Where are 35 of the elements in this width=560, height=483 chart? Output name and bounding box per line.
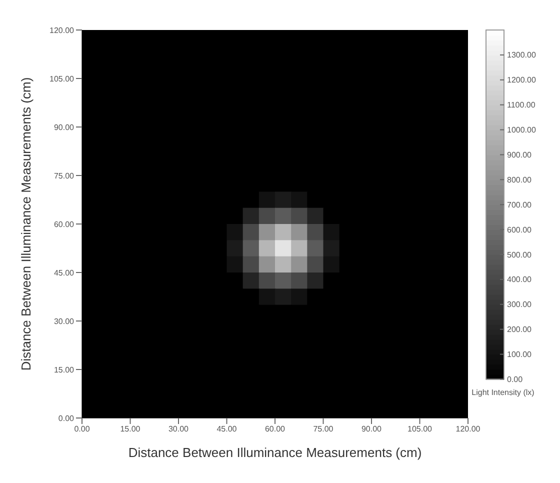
x-tick-label: 75.00: [313, 424, 334, 434]
color-bar-label: 1300.00: [507, 50, 536, 60]
y-axis-title: Distance Between Illuminance Measurements (cm): [18, 77, 34, 371]
x-tick-label: 0.00: [74, 424, 90, 434]
x-tick-label: 90.00: [361, 424, 382, 434]
color-bar-label: 800.00: [507, 175, 532, 184]
color-bar-label: 200.00: [507, 325, 532, 334]
color-bar-label: 500.00: [507, 250, 532, 260]
y-tick-label: 60.00: [54, 220, 75, 229]
color-bar-label: 1000.00: [507, 126, 536, 135]
color-bar-label: 300.00: [507, 300, 532, 310]
y-tick-label: 30.00: [54, 316, 75, 326]
x-tick-label: 60.00: [264, 424, 286, 434]
y-tick-label: 75.00: [54, 171, 75, 180]
color-bar-label: 400.00: [507, 275, 532, 284]
x-tick-label: 15.00: [120, 424, 141, 434]
color-bar-label: 700.00: [507, 200, 532, 210]
y-tick-label: 105.00: [50, 74, 75, 84]
color-bar-label: 1200.00: [507, 76, 536, 85]
x-axis-title: Distance Between Illuminance Measurements (cm): [128, 445, 422, 460]
y-tick-label: 90.00: [54, 122, 75, 132]
y-tick-label: 45.00: [54, 268, 75, 278]
y-tick-label: 15.00: [54, 365, 75, 374]
x-tick-label: 30.00: [168, 424, 190, 434]
x-tick-label: 105.00: [408, 424, 433, 434]
color-bar-title: Light Intensity (lx): [472, 388, 535, 398]
color-bar-label: 0.00: [507, 375, 524, 384]
x-tick-label: 120.00: [456, 424, 481, 434]
y-tick-label: 120.00: [50, 26, 75, 35]
color-bar-label: 900.00: [507, 150, 532, 160]
color-bar-label: 1100.00: [507, 100, 536, 110]
color-bar-label: 600.00: [507, 225, 532, 234]
x-tick-label: 45.00: [216, 424, 238, 434]
color-bar-label: 100.00: [507, 350, 532, 360]
y-tick-label: 0.00: [58, 414, 75, 423]
